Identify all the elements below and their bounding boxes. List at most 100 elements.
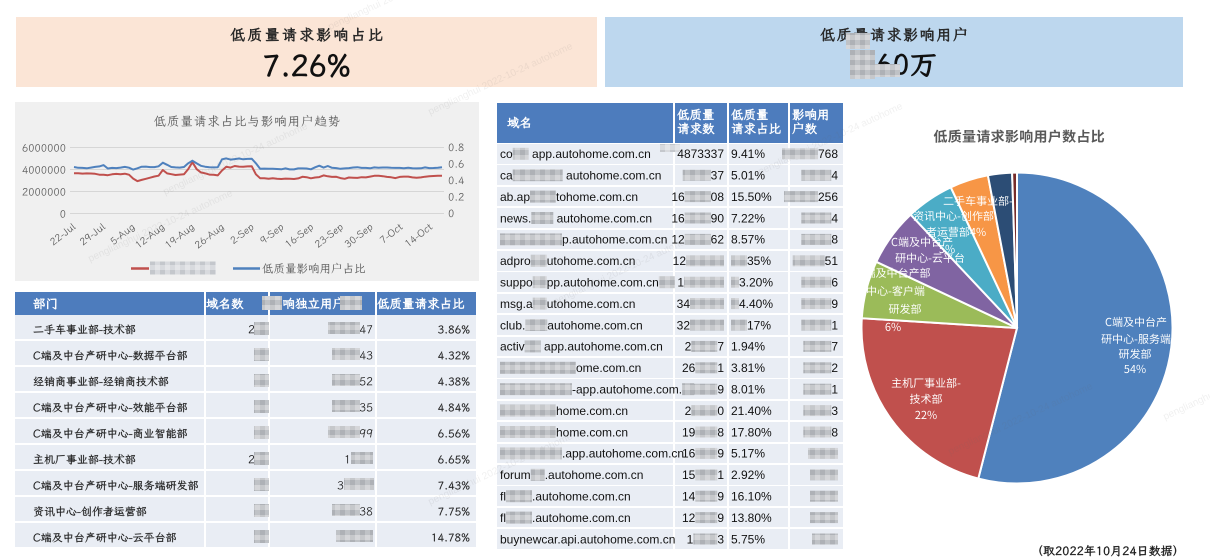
svg-text:2: 2: [685, 404, 692, 418]
svg-text:9: 9: [717, 447, 724, 461]
svg-text:9: 9: [717, 490, 724, 504]
svg-text:17.80%: 17.80%: [731, 425, 772, 439]
svg-text:1.94%: 1.94%: [731, 340, 765, 354]
svg-text:16: 16: [671, 211, 685, 225]
svg-text:suppo: suppo: [500, 276, 533, 290]
svg-text:0: 0: [717, 404, 724, 418]
svg-text:32: 32: [677, 318, 691, 332]
svg-text:12: 12: [673, 254, 687, 268]
svg-text:90: 90: [711, 211, 725, 225]
svg-text:2: 2: [831, 361, 838, 375]
svg-text:tohome.com.cn: tohome.com.cn: [556, 190, 638, 204]
svg-text:autohome.com.cn: autohome.com.cn: [563, 169, 662, 183]
svg-text:3.20%: 3.20%: [739, 276, 773, 290]
svg-text:8.01%: 8.01%: [731, 383, 765, 397]
svg-text:15.50%: 15.50%: [731, 190, 772, 204]
svg-text:6: 6: [831, 276, 838, 290]
svg-text:37: 37: [711, 169, 725, 183]
svg-text:4: 4: [831, 169, 838, 183]
svg-text:1: 1: [831, 318, 838, 332]
svg-text:4873337: 4873337: [677, 147, 724, 161]
svg-text:1: 1: [831, 383, 838, 397]
svg-text:penglianghui 2022-10-24 autoho: penglianghui 2022-10-24 autohome: [162, 121, 310, 198]
svg-text:8: 8: [717, 425, 724, 439]
svg-text:ome.com.cn: ome.com.cn: [576, 361, 641, 375]
svg-text:16.10%: 16.10%: [731, 490, 772, 504]
svg-text:1: 1: [717, 361, 724, 375]
svg-text:.autohome.com.cn: .autohome.com.cn: [545, 468, 644, 482]
svg-text:penglianghui 2022-10-24 autoho: penglianghui 2022-10-24 autohome: [87, 188, 235, 265]
svg-text:4: 4: [831, 211, 838, 225]
svg-text:14: 14: [682, 490, 696, 504]
svg-text:fl: fl: [500, 511, 506, 525]
svg-text:5.75%: 5.75%: [731, 532, 765, 546]
svg-text:35%: 35%: [747, 254, 771, 268]
svg-text:club.: club.: [500, 318, 525, 332]
svg-text:256: 256: [818, 190, 838, 204]
svg-text:26: 26: [682, 361, 696, 375]
svg-text:penglianghui 2022-10-24 autoho: penglianghui 2022-10-24 autohome: [427, 41, 575, 118]
svg-text:8: 8: [831, 233, 838, 247]
svg-text:app.autohome.com.cn: app.autohome.com.cn: [541, 340, 663, 354]
svg-text:2: 2: [685, 340, 692, 354]
svg-text:13.80%: 13.80%: [731, 511, 772, 525]
svg-text:co: co: [500, 147, 513, 161]
svg-text:51: 51: [825, 254, 839, 268]
svg-text:home.com.cn: home.com.cn: [556, 404, 628, 418]
svg-text:7: 7: [717, 340, 724, 354]
svg-text:2.92%: 2.92%: [731, 468, 765, 482]
svg-text:ca: ca: [500, 169, 513, 183]
svg-text:forum: forum: [500, 468, 531, 482]
svg-text:4.40%: 4.40%: [739, 297, 773, 311]
svg-text:12: 12: [682, 511, 696, 525]
svg-text:16: 16: [682, 447, 696, 461]
svg-text:3.81%: 3.81%: [731, 361, 765, 375]
svg-text:17%: 17%: [747, 318, 771, 332]
svg-text:ab.ap: ab.ap: [500, 190, 530, 204]
svg-text:penglianghui 2022-10-24 autoho: penglianghui 2022-10-24 autohome: [757, 101, 905, 178]
svg-text:news.: news.: [500, 211, 531, 225]
svg-text:5.01%: 5.01%: [731, 169, 765, 183]
svg-text:768: 768: [818, 147, 838, 161]
svg-text:3: 3: [831, 404, 838, 418]
svg-text:autohome.com.cn: autohome.com.cn: [553, 211, 652, 225]
svg-text:utohome.com.cn: utohome.com.cn: [547, 297, 636, 311]
svg-text:penglianghui 2022-10-24 autoho: penglianghui 2022-10-24 autohome: [327, 0, 475, 33]
svg-text:7: 7: [831, 340, 838, 354]
svg-text:activ: activ: [500, 340, 525, 354]
svg-text:9.41%: 9.41%: [731, 147, 765, 161]
svg-text:15: 15: [682, 468, 696, 482]
svg-text:-app.autohome.com.: -app.autohome.com.: [572, 383, 682, 397]
svg-text:21.40%: 21.40%: [731, 404, 772, 418]
svg-text:penglianghui 2022-10-24 autoho: penglianghui 2022-10-24 autohome: [1162, 346, 1210, 423]
svg-text:3: 3: [717, 532, 724, 546]
svg-text:16: 16: [671, 190, 685, 204]
svg-text:autohome.com.cn: autohome.com.cn: [547, 318, 642, 332]
svg-text:pp.autohome.com.cn: pp.autohome.com.cn: [547, 276, 659, 290]
svg-text:.autohome.com.cn: .autohome.com.cn: [532, 511, 631, 525]
svg-text:62: 62: [711, 233, 725, 247]
svg-text:msg.a: msg.a: [500, 297, 533, 311]
svg-text:.autohome.com.cn: .autohome.com.cn: [532, 490, 631, 504]
svg-text:adpro: adpro: [500, 254, 531, 268]
svg-text:19: 19: [682, 425, 696, 439]
svg-text:5.17%: 5.17%: [731, 447, 765, 461]
svg-text:9: 9: [717, 383, 724, 397]
svg-text:utohome.com.cn: utohome.com.cn: [547, 254, 636, 268]
svg-text:penglianghui 2022-10-24 autoho: penglianghui 2022-10-24 autohome: [947, 381, 1095, 458]
svg-text:p.autohome.com.cn: p.autohome.com.cn: [562, 233, 667, 247]
svg-text:9: 9: [717, 511, 724, 525]
svg-text:08: 08: [711, 190, 725, 204]
svg-text:8.57%: 8.57%: [731, 233, 765, 247]
svg-text:home.com.cn: home.com.cn: [556, 425, 628, 439]
svg-text:buynewcar.api.autohome.com.cn: buynewcar.api.autohome.com.cn: [500, 532, 675, 546]
svg-text:1: 1: [677, 276, 684, 290]
svg-text:7.22%: 7.22%: [731, 211, 765, 225]
svg-text:9: 9: [831, 297, 838, 311]
svg-text:fl: fl: [500, 490, 506, 504]
svg-text:1: 1: [717, 468, 724, 482]
svg-text:8: 8: [831, 425, 838, 439]
svg-text:12: 12: [671, 233, 685, 247]
svg-text:1: 1: [687, 532, 694, 546]
svg-text:.app.autohome.com.cn: .app.autohome.com.cn: [562, 447, 684, 461]
